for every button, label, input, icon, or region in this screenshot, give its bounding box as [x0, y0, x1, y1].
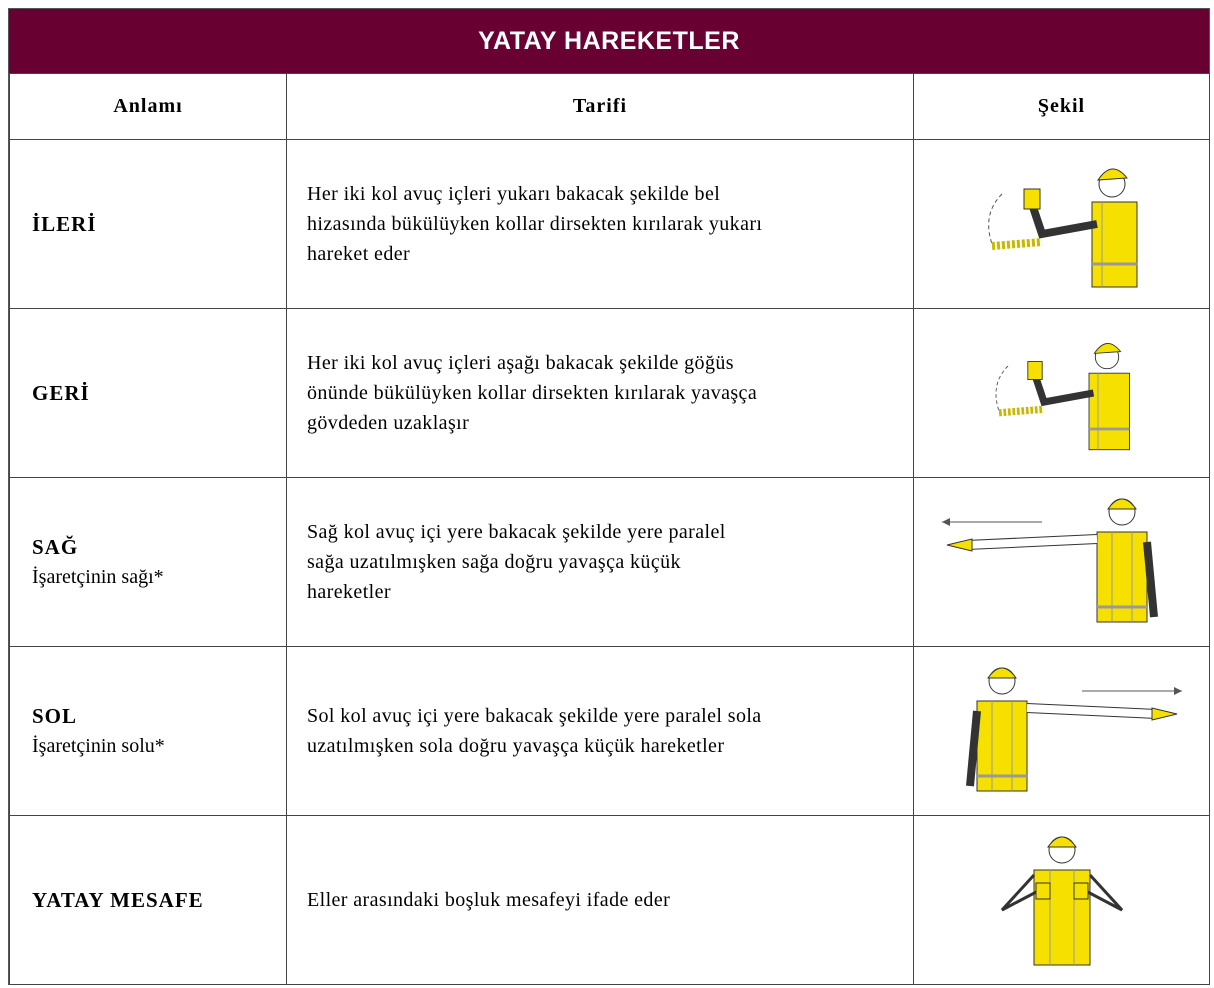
meaning-cell: SOL İşaretçinin solu* [9, 646, 287, 816]
description-line: uzatılmışken sola doğru yavaşça küçük ha… [307, 735, 725, 757]
meaning: GERİ [32, 380, 90, 405]
meaning: SOL [32, 704, 78, 728]
figure-cell [913, 139, 1210, 309]
description-line: önünde bükülüyken kollar dirsekten kırıl… [307, 382, 758, 404]
table-row: YATAY MESAFE Eller arasındaki boşluk mesa… [9, 815, 1210, 985]
figure [965, 667, 1182, 792]
description-cell: Eller arasındaki boşluk mesafeyi ifade e… [286, 815, 914, 985]
table-row: İLERİ Her iki kol avuç içleri yukarı baka… [9, 139, 1210, 309]
description-line: gövdeden uzaklaşır [307, 412, 470, 434]
meaning-cell: GERİ [9, 308, 287, 478]
meaning-cell: İLERİ [9, 139, 287, 309]
meaning-cell: SAĞ İşaretçinin sağı* [9, 477, 287, 647]
description-line: hareketler [307, 581, 391, 603]
description-line: Sol kol avuç içi yere bakacak şekilde ye… [307, 705, 762, 727]
column-header: Şekil [913, 73, 1210, 140]
meaning: YATAY MESAFE [32, 887, 204, 912]
meaning-note: İşaretçinin solu* [32, 735, 165, 757]
table-row: SOL İşaretçinin solu* Sol kol avuç içi yer… [9, 646, 1210, 816]
figure [1000, 836, 1123, 966]
description-line: hizasında bükülüyken kollar dirsekten kı… [307, 213, 763, 235]
description-line: sağa uzatılmışken sağa doğru yavaşça küç… [307, 551, 681, 573]
title-bar: YATAY HAREKETLER [9, 9, 1209, 73]
figure-cell [913, 477, 1210, 647]
meaning-note: İşaretçinin sağı* [32, 566, 164, 588]
figure [987, 168, 1137, 288]
title: YATAY HAREKETLER [478, 26, 740, 55]
description-cell: Her iki kol avuç içleri aşağı bakacak şe… [286, 308, 914, 478]
meaning-cell: YATAY MESAFE [9, 815, 287, 985]
description-line: Her iki kol avuç içleri aşağı bakacak şe… [307, 352, 734, 374]
description-cell: Sol kol avuç içi yere bakacak şekilde ye… [286, 646, 914, 816]
description-line: Her iki kol avuç içleri yukarı bakacak ş… [307, 183, 721, 205]
figure-cell [913, 308, 1210, 478]
meaning: SAĞ [32, 535, 79, 559]
description-line: Sağ kol avuç içi yere bakacak şekilde ye… [307, 521, 726, 543]
figure [941, 498, 1158, 623]
table-row: SAĞ İşaretçinin sağı* Sağ kol avuç içi yer… [9, 477, 1210, 647]
figure-cell [913, 646, 1210, 816]
table-frame: YATAY HAREKETLER Anlamı Tarifi Şekil İLE… [8, 8, 1210, 985]
signal-table: Anlamı Tarifi Şekil İLERİ Her iki kol avu… [9, 73, 1210, 985]
column-header: Anlamı [9, 73, 287, 140]
figure-cell [913, 815, 1210, 985]
header-row: Anlamı Tarifi Şekil [9, 73, 1210, 140]
meaning: İLERİ [32, 211, 97, 236]
description-line: hareket eder [307, 243, 411, 265]
table-row: GERİ Her iki kol avuç içleri aşağı bakaca… [9, 308, 1210, 478]
figure [995, 343, 1130, 451]
description-line: Eller arasındaki boşluk mesafeyi ifade e… [307, 889, 671, 911]
description-cell: Her iki kol avuç içleri yukarı bakacak ş… [286, 139, 914, 309]
column-header: Tarifi [286, 73, 914, 140]
description-cell: Sağ kol avuç içi yere bakacak şekilde ye… [286, 477, 914, 647]
